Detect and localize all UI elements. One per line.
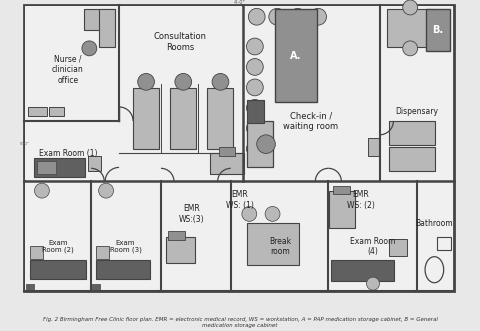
Bar <box>84 9 115 30</box>
Bar <box>92 284 99 289</box>
Bar <box>96 247 109 260</box>
Bar <box>120 6 242 180</box>
Bar <box>389 147 435 171</box>
Text: EMR
WS: (1): EMR WS: (1) <box>226 190 254 210</box>
Text: Exam
Room (3): Exam Room (3) <box>109 240 142 253</box>
Bar <box>166 237 195 263</box>
Bar <box>248 223 299 265</box>
Text: B.: B. <box>432 25 444 35</box>
Bar <box>28 107 47 116</box>
Circle shape <box>289 8 306 25</box>
Bar <box>30 247 43 260</box>
Circle shape <box>367 277 380 290</box>
Text: Consultation
Rooms: Consultation Rooms <box>154 32 207 52</box>
Text: Exam Room
(4): Exam Room (4) <box>350 237 396 256</box>
Bar <box>26 284 34 289</box>
Circle shape <box>212 73 229 90</box>
Circle shape <box>403 41 418 56</box>
Bar <box>387 9 433 46</box>
Text: Bathroom: Bathroom <box>416 219 453 228</box>
Bar <box>210 154 244 174</box>
Bar <box>218 147 235 156</box>
Text: Break
room: Break room <box>269 237 291 256</box>
Circle shape <box>242 207 257 221</box>
Circle shape <box>175 73 192 90</box>
Circle shape <box>257 135 276 154</box>
Bar <box>437 237 451 250</box>
Text: Exam Room (1): Exam Room (1) <box>39 149 97 158</box>
Bar <box>49 107 64 116</box>
Bar <box>25 6 118 120</box>
Bar <box>88 156 101 171</box>
Bar <box>207 88 233 149</box>
Bar <box>99 9 115 46</box>
Bar <box>25 182 90 290</box>
Bar <box>426 9 450 51</box>
Circle shape <box>247 120 263 137</box>
Text: Fig. 2 Birmingham Free Clinic floor plan. EMR = electronic medical record, WS = : Fig. 2 Birmingham Free Clinic floor plan… <box>43 317 437 328</box>
Bar <box>389 121 435 145</box>
Text: A.: A. <box>290 51 301 61</box>
Bar <box>170 88 196 149</box>
Bar <box>30 260 85 279</box>
Circle shape <box>247 79 263 96</box>
Text: Check-in /
waiting room: Check-in / waiting room <box>283 111 338 131</box>
Bar <box>389 239 408 256</box>
Bar <box>329 191 355 228</box>
Circle shape <box>265 207 280 221</box>
Text: 4'-0": 4'-0" <box>234 0 246 5</box>
Bar <box>418 182 453 290</box>
Circle shape <box>82 41 97 56</box>
Text: EMR
WS: (2): EMR WS: (2) <box>347 190 375 210</box>
Bar <box>25 122 118 180</box>
Bar <box>92 182 160 290</box>
Circle shape <box>310 8 326 25</box>
Bar <box>244 6 379 180</box>
Bar <box>96 260 150 279</box>
Circle shape <box>269 8 286 25</box>
Circle shape <box>247 38 263 55</box>
Circle shape <box>138 73 155 90</box>
Bar <box>333 186 350 194</box>
Circle shape <box>247 100 263 116</box>
Text: 5'-0": 5'-0" <box>19 142 29 146</box>
Circle shape <box>247 140 263 157</box>
Circle shape <box>428 21 443 35</box>
Bar <box>368 138 380 156</box>
Bar <box>276 9 317 102</box>
Bar <box>329 182 416 290</box>
Bar <box>331 260 395 281</box>
Circle shape <box>35 183 49 198</box>
Bar <box>37 161 56 174</box>
Bar <box>34 158 84 177</box>
Bar <box>381 6 453 180</box>
Bar <box>168 231 185 240</box>
Circle shape <box>247 59 263 75</box>
Ellipse shape <box>425 257 444 283</box>
Bar <box>248 100 264 123</box>
Circle shape <box>248 8 265 25</box>
Text: EMR
WS:(3): EMR WS:(3) <box>179 204 204 224</box>
Text: Nurse /
clinician
office: Nurse / clinician office <box>52 55 84 85</box>
Circle shape <box>403 0 418 15</box>
Circle shape <box>99 183 114 198</box>
Bar <box>133 88 159 149</box>
Bar <box>232 182 327 290</box>
Text: Dispensary: Dispensary <box>395 107 438 116</box>
Bar <box>248 121 274 167</box>
Text: Exam
Room (2): Exam Room (2) <box>42 240 73 253</box>
